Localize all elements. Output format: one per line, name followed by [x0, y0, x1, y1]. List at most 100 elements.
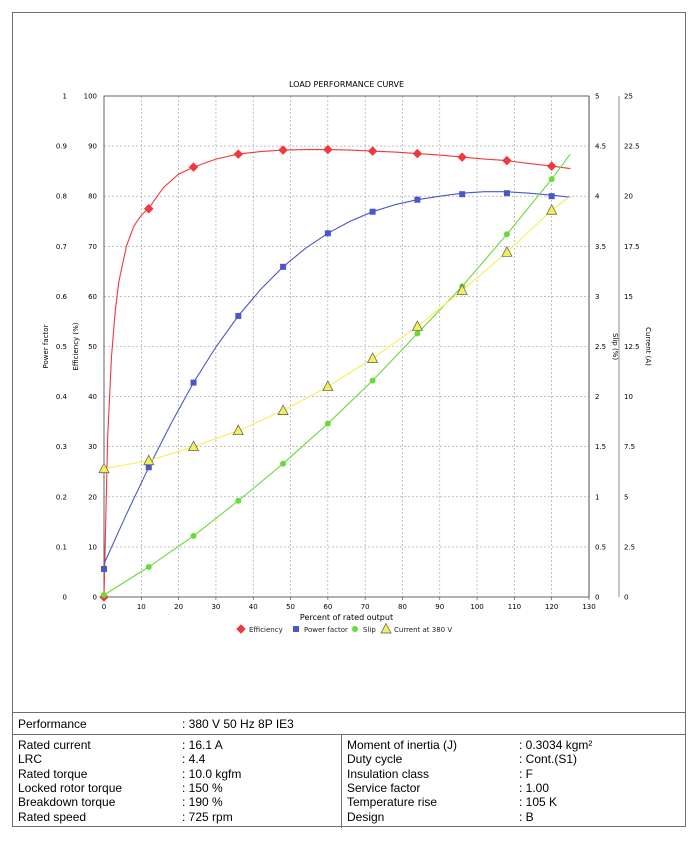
x-tick-label: 100 [470, 603, 483, 611]
y-tick-label: 0.5 [595, 543, 606, 551]
efficiency-line [103, 149, 571, 598]
power-factor-point [145, 464, 152, 471]
performance-row: Performance : 380 V 50 Hz 8P IE3 [12, 717, 686, 732]
y-tick-label: 0.9 [56, 143, 67, 151]
right-spec-row: Duty cycle: Cont.(S1) [12, 752, 686, 767]
y-tick-label: 10 [88, 543, 97, 551]
left-spec-row: Rated current : 16.1 A [12, 738, 686, 753]
legend-label: Slip [363, 626, 376, 634]
y-tick-label: 0.3 [56, 443, 67, 451]
efficiency-point [188, 162, 199, 172]
y-tick-label: 25 [624, 93, 633, 101]
slip-point [369, 377, 376, 384]
x-tick-label: 90 [435, 603, 444, 611]
power-factor-point [190, 379, 197, 386]
left-spec-row: LRC : 4.4 [12, 752, 686, 767]
performance-label: Performance [18, 717, 87, 731]
chart-title: LOAD PERFORMANCE CURVE [289, 80, 404, 89]
spec-value: : 16.1 A [182, 738, 223, 752]
legend-marker [380, 622, 392, 634]
y-tick-label: 1 [63, 93, 67, 101]
right-spec-row: Design: B [12, 810, 686, 825]
x-tick-label: 30 [211, 603, 220, 611]
y-tick-label: 4 [595, 193, 600, 201]
efficiency-point [502, 155, 512, 166]
slip-point [145, 563, 152, 570]
x-tick-label: 40 [249, 603, 258, 611]
y-tick-label: 0.8 [56, 193, 67, 201]
y-tick-label: 5 [624, 493, 628, 501]
y-tick-label: 0.5 [56, 343, 67, 351]
current-at-380-v-point [143, 454, 155, 466]
power-factor-point [369, 208, 376, 215]
right-spec-row: Service factor : 1.00 [12, 781, 686, 796]
spec-label: Rated current [18, 738, 91, 752]
y-tick-label: 0.6 [56, 293, 68, 301]
y-tick-label: 10 [624, 393, 633, 401]
slip-point [548, 176, 555, 183]
spec-label: LRC [18, 752, 43, 767]
left-spec-row: Breakdown torque: 190 % [12, 795, 686, 810]
spec-value: : B [519, 809, 534, 824]
y-tick-label: 100 [84, 93, 97, 101]
current-at-380-v-point [98, 462, 110, 474]
power-factor-point [548, 193, 555, 200]
power-factor-point [414, 196, 421, 203]
y-tick-label: 15 [624, 293, 633, 301]
power-factor-point [280, 263, 287, 270]
y-tick-label: 70 [88, 243, 97, 251]
right-spec-row: Insulation class: F [12, 767, 686, 782]
spec-value: : 725 rpm [182, 809, 233, 824]
power-factor-point [459, 191, 466, 198]
y-tick-label: 1.5 [595, 443, 606, 451]
current-at-380-v-point [232, 424, 244, 436]
x-tick-label: 70 [361, 603, 370, 611]
efficiency-point [412, 148, 423, 159]
x-tick-label: 0 [102, 603, 106, 611]
spec-value: : 150 % [182, 780, 223, 795]
y-tick-label: 2.5 [595, 343, 606, 351]
y-tick-label: 7.5 [624, 443, 635, 451]
y-tick-label: 30 [88, 443, 97, 451]
efficiency-point [233, 149, 244, 159]
slip-point [414, 330, 421, 337]
efficiency-point [546, 161, 557, 171]
spec-value: : 10.0 kgfm [182, 766, 242, 781]
y-tick-label: 1 [595, 493, 599, 501]
x-tick-label: 120 [545, 603, 558, 611]
y-tick-label: 0 [93, 594, 97, 602]
left-spec-row: Rated torque: 10.0 kgfm [12, 767, 686, 782]
y-tick-label: 40 [88, 393, 97, 401]
spec-value: : 1.00 [519, 780, 550, 795]
y-axis-title: Efficiency (%) [72, 322, 80, 370]
slip-point [101, 591, 107, 598]
y-tick-label: 4.5 [595, 143, 606, 151]
current-at-380-v-point [546, 203, 558, 215]
spec-value: : 4.4 [182, 752, 206, 767]
efficiency-point [457, 152, 468, 162]
y-tick-label: 22.5 [624, 143, 640, 151]
spec-value: : 105 K [519, 795, 558, 810]
slip-line [103, 153, 571, 596]
x-axis-label: Percent of rated output [300, 613, 393, 622]
spec-label: Service factor [347, 780, 421, 795]
power-factor-line [103, 191, 571, 565]
current-at-380-v-point [411, 320, 423, 331]
y-tick-label: 5 [595, 93, 599, 101]
spec-value: : F [519, 766, 533, 781]
y-tick-label: 0.4 [56, 393, 68, 401]
spec-label: Moment of inertia (J) [347, 738, 458, 752]
performance-value: : 380 V 50 Hz 8P IE3 [182, 717, 294, 731]
current-at-380-v-point [277, 404, 289, 415]
spec-label: Breakdown torque [18, 795, 116, 810]
x-tick-label: 80 [398, 603, 407, 611]
y-tick-label: 0 [63, 594, 67, 602]
efficiency-point [367, 146, 378, 156]
current-at-380-v-point [322, 380, 334, 391]
slip-point [280, 460, 287, 467]
slip-point [235, 497, 242, 504]
current-at-380-v-line [103, 195, 571, 470]
power-factor-point [503, 190, 510, 197]
power-factor-point [324, 230, 331, 237]
